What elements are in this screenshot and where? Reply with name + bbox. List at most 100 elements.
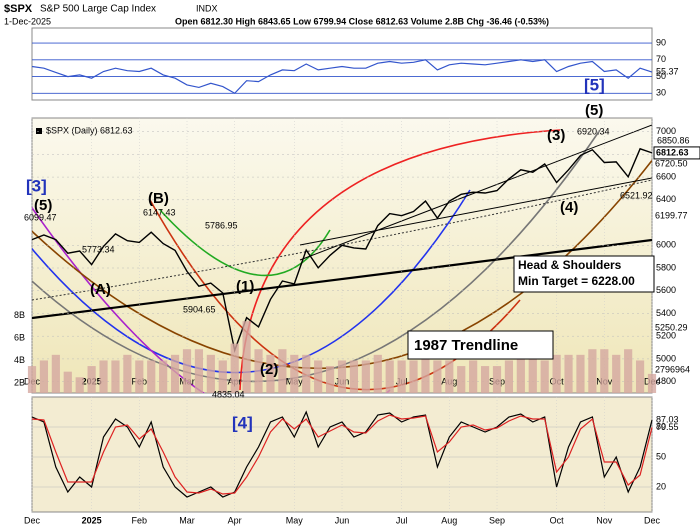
volume-bar [325, 366, 335, 393]
arc [32, 206, 391, 393]
volume-bar [123, 354, 132, 393]
y-tick-label: 6400 [656, 194, 676, 204]
last-value-label: 55.37 [656, 66, 679, 76]
volume-bar [218, 360, 227, 393]
volume-bar [147, 360, 156, 393]
series-line [31, 147, 653, 353]
volume-bar [75, 377, 84, 393]
volume-bar [612, 354, 621, 393]
volume-bar [373, 354, 382, 393]
last-value-label: 79.55 [656, 422, 679, 432]
wave-label: (A) [90, 281, 111, 298]
x-tick-label: 2025 [82, 515, 102, 525]
last-value-box [653, 146, 700, 160]
y-tick-label: 5800 [656, 262, 676, 272]
y-tick-label: 5400 [656, 308, 676, 318]
volume-bar [516, 354, 525, 393]
y-tick-label: 80 [656, 421, 666, 431]
price-label: 2796964 [655, 364, 690, 374]
volume-bar [588, 349, 597, 393]
price-label: 6720.50 [655, 158, 688, 168]
last-value-label: 6812.63 [656, 147, 689, 157]
price-label: 5786.95 [205, 220, 238, 230]
volume-bar [278, 349, 287, 393]
volume-bar [302, 354, 311, 393]
y-tick-label: 50 [656, 451, 666, 461]
volume-bar [290, 354, 299, 393]
x-tick-label: Sep [489, 515, 505, 525]
volume-bar [27, 366, 37, 393]
volume-bar [469, 360, 478, 393]
symbol: $SPX [4, 3, 33, 15]
wave-label: (4) [560, 199, 578, 216]
y-tick-label: 20 [656, 481, 666, 491]
legend: $SPX (Daily) 6812.63 [46, 125, 133, 135]
wave-label: [4] [232, 413, 253, 432]
volume-bar [624, 349, 633, 393]
volume-bar [194, 349, 204, 393]
volume-bar [361, 360, 370, 393]
rsi-panel [31, 27, 653, 101]
date: 1-Dec-2025 [4, 16, 51, 26]
volume-bar [433, 360, 442, 393]
x-tick-label: Apr [228, 515, 242, 525]
price-label: 6147.43 [143, 207, 176, 217]
volume-bar [170, 354, 180, 393]
x-tick-label: Aug [441, 515, 457, 525]
neckline [32, 179, 652, 301]
volume-bar [87, 366, 96, 393]
index-name: S&P 500 Large Cap Index [40, 4, 156, 15]
price-label: 5904.65 [183, 304, 216, 314]
annotations: [5] [3] (5) 6099.47 5773.34 (A) (B) 6147… [24, 75, 690, 432]
volume-bar [445, 360, 454, 393]
legend-swatch [36, 128, 42, 134]
y-tick-label: 7000 [656, 126, 676, 136]
price-label: 6199.77 [655, 210, 688, 220]
volume-bar [647, 373, 657, 393]
price-label: 5773.34 [82, 244, 115, 254]
note: 1987 Trendline [414, 337, 518, 354]
volume-bar [230, 343, 239, 393]
y-tick-label: 5600 [656, 285, 676, 295]
volume-bar [135, 360, 144, 393]
wave-label: (1) [236, 278, 254, 295]
channel [299, 177, 652, 246]
volume-bar [254, 349, 263, 393]
volume-bar [39, 360, 49, 393]
y-tick-label: 5200 [656, 331, 676, 341]
note: Head & Shoulders [518, 258, 622, 272]
y-tick-label: 6000 [656, 240, 676, 250]
x-tick-label: Oct [550, 515, 565, 525]
volume-bar [266, 354, 275, 393]
volume-bar [314, 360, 323, 393]
volume-bar [600, 349, 609, 393]
series-line [31, 410, 653, 498]
volume-bar [564, 354, 573, 393]
x-tick-label: Feb [132, 515, 148, 525]
last-value-label: 87.03 [656, 414, 679, 424]
volume-bar [480, 366, 490, 393]
x-tick-label: Jun [335, 515, 350, 525]
note-box [407, 330, 554, 360]
volume-bar [63, 371, 72, 393]
series-line [31, 59, 653, 95]
exchange: INDX [196, 3, 218, 13]
volume-bar [349, 360, 359, 393]
x-tick-label: Nov [596, 515, 613, 525]
y-tick-label: 5000 [656, 353, 676, 363]
volume-bar [504, 360, 514, 393]
wave-label: [5] [584, 75, 605, 94]
price-label: 6521.92 [620, 190, 653, 200]
y-tick-label: 4800 [656, 376, 676, 386]
volume-bar [385, 360, 394, 393]
wave-label: [3] [26, 176, 47, 195]
y2-tick-label: 8B [14, 310, 25, 320]
price-label: 6099.47 [24, 212, 57, 222]
volume-bar [182, 349, 192, 393]
wave-label: (B) [148, 190, 169, 207]
x-tick-label: Dec [24, 515, 41, 525]
volume-bar [409, 360, 418, 393]
volume-bar [242, 321, 251, 393]
volume-bar [51, 354, 60, 393]
quote: Open 6812.30 High 6843.65 Low 6799.94 Cl… [175, 16, 549, 26]
